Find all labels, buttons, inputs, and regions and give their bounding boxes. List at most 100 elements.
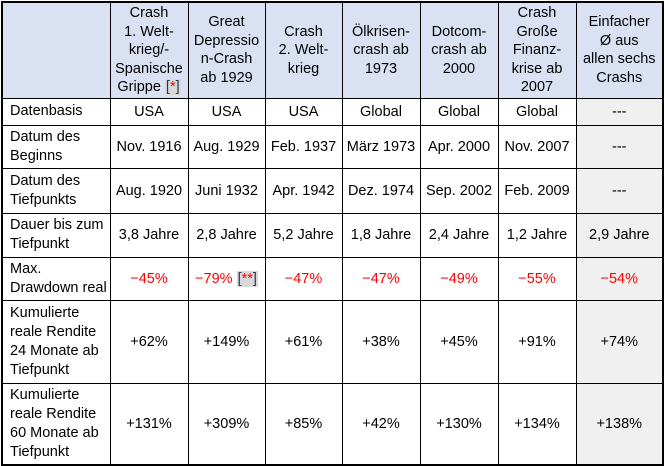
- row-label-line: Kumulierte: [10, 386, 80, 403]
- row-label-line: Beginns: [10, 147, 63, 164]
- row-label-line: Drawdown real: [10, 279, 107, 296]
- data-cell-r7c2: +309%: [187, 382, 266, 465]
- column-header-line: Finanz-: [512, 42, 562, 58]
- row-label-3: Datum des Tiefpunkts: [1, 167, 111, 214]
- row-label-line: Datum des: [10, 128, 81, 145]
- column-header-7: Einfacher Ø aus allen sechs Crashs: [575, 1, 664, 99]
- column-header-5: Dotcom-crash ab 2000: [419, 1, 499, 99]
- data-cell-r3c2: Juni 1932: [187, 167, 266, 214]
- data-cell-r6c5: +45%: [419, 299, 499, 384]
- column-header-line: 2007: [520, 79, 554, 95]
- data-cell-r1c3: USA: [264, 97, 343, 126]
- table-row: Datenbasis USA USA USA Global Global Global ---: [1, 97, 664, 126]
- table-row: Datum des Beginns Nov. 1916 Aug. 1929 Feb. 1…: [1, 124, 664, 169]
- table-row: Kumulierte reale Rendite 60 Monate ab Tiefp…: [1, 382, 664, 465]
- column-header-line: 1. Welt-: [124, 23, 174, 40]
- column-header-line: Ölkrisen-: [351, 23, 410, 40]
- data-cell-r1c5: Global: [419, 97, 499, 126]
- column-header-line: krieg: [287, 60, 320, 77]
- row-label-line: Kumulierte: [10, 304, 80, 321]
- column-header-line: Dotcom-: [431, 23, 487, 40]
- column-header-line: Crash: [284, 23, 323, 40]
- row-label-line: Datum des: [10, 172, 81, 189]
- data-cell-r4c5: 2,4 Jahre: [419, 212, 499, 258]
- data-cell-r7c1: +131%: [109, 382, 189, 465]
- column-header-3: Crash 2. Welt-krieg: [264, 1, 343, 99]
- row-label-line: reale Rendite: [10, 405, 97, 422]
- column-header-line: 1973: [364, 60, 398, 77]
- row-label-line: Tiefpunkts: [10, 191, 77, 208]
- data-cell-r1c1: USA: [109, 97, 189, 126]
- table-row: Datum des Tiefpunkts Aug. 1920 Juni 1932 Apr…: [1, 167, 664, 214]
- data-cell-r7c5: +130%: [419, 382, 499, 465]
- row-label-5: Max. Drawdown real: [1, 256, 111, 301]
- row-label-2: Datum des Beginns: [1, 124, 111, 169]
- data-cell-r7c6: +134%: [497, 382, 577, 465]
- data-cell-r3c5: Sep. 2002: [419, 167, 499, 214]
- row-label-4: Dauer bis zum Tiefpunkt: [1, 212, 111, 258]
- column-header-line: Große: [516, 23, 558, 40]
- data-cell-r6c7: +74%: [575, 299, 664, 384]
- column-header-line: Spanische: [115, 60, 183, 77]
- column-header-1: Crash 1. Welt-krieg/- Spanische Grippe [*]: [109, 1, 189, 99]
- column-header-2: Great Depressio n-Crash ab 1929: [187, 1, 266, 99]
- column-header-4: Ölkrisen-crash ab 1973: [341, 1, 421, 99]
- data-cell-r3c7: ---: [575, 167, 664, 214]
- data-cell-r5c5: −49%: [419, 256, 499, 301]
- footnote-marker: [*]: [164, 79, 181, 95]
- data-cell-r2c4: März 1973: [341, 124, 421, 169]
- column-header-line: Ø aus: [599, 32, 639, 49]
- footnote-marker: [**]: [236, 270, 258, 287]
- data-cell-r4c1: 3,8 Jahre: [109, 212, 189, 258]
- data-cell-r4c2: 2,8 Jahre: [187, 212, 266, 258]
- column-header-line: 2000: [442, 60, 476, 77]
- table-row: Dauer bis zum Tiefpunkt 3,8 Jahre 2,8 Jahre…: [1, 212, 664, 258]
- column-header-line: 2. Welt-: [278, 42, 329, 58]
- column-header-line: n-Crash: [200, 51, 253, 68]
- data-cell-r1c2: USA: [187, 97, 266, 126]
- row-label-line: Datenbasis: [10, 103, 83, 119]
- data-cell-r7c3: +85%: [264, 382, 343, 465]
- data-cell-r3c4: Dez. 1974: [341, 167, 421, 214]
- data-cell-r5c2: −79% [**]: [187, 256, 266, 301]
- data-cell-r3c1: Aug. 1920: [109, 167, 189, 214]
- row-label-line: Tiefpunkt: [10, 236, 70, 252]
- row-label-6: Kumulierte reale Rendite 24 Monate ab Tiefp…: [1, 299, 111, 384]
- column-header-line: Crash: [517, 5, 557, 21]
- data-cell-r5c4: −47%: [341, 256, 421, 301]
- data-cell-r6c6: +91%: [497, 299, 577, 384]
- row-label-7: Kumulierte reale Rendite 60 Monate ab Tiefp…: [1, 382, 111, 465]
- column-header-line: Depressio: [193, 32, 260, 49]
- data-cell-r6c3: +61%: [264, 299, 343, 384]
- data-cell-r7c4: +42%: [341, 382, 421, 465]
- column-header-line: ab 1929: [200, 69, 253, 86]
- data-cell-r2c2: Aug. 1929: [187, 124, 266, 169]
- column-header-line: Crash: [129, 5, 169, 21]
- column-header-line: allen sechs: [582, 51, 656, 68]
- data-cell-r5c1: −45%: [109, 256, 189, 301]
- column-header-6: Crash Große Finanz-krise ab 2007: [497, 1, 577, 99]
- row-label-1: Datenbasis: [1, 97, 111, 126]
- row-label-line: reale Rendite: [10, 323, 97, 340]
- column-header-line: Grippe [*]: [117, 79, 181, 95]
- table-row: Max. Drawdown real −45% −79% [**] −47% −47% −4…: [1, 256, 664, 301]
- row-label-line: Tiefpunkt: [10, 361, 70, 378]
- row-label-line: 60 Monate ab: [10, 424, 99, 441]
- data-cell-r6c1: +62%: [109, 299, 189, 384]
- data-cell-r5c3: −47%: [264, 256, 343, 301]
- row-label-line: Max.: [10, 260, 42, 277]
- row-label-line: Dauer bis zum: [10, 217, 104, 233]
- data-cell-r2c6: Nov. 2007: [497, 124, 577, 169]
- data-cell-r2c3: Feb. 1937: [264, 124, 343, 169]
- data-cell-r1c6: Global: [497, 97, 577, 126]
- data-cell-r4c3: 5,2 Jahre: [264, 212, 343, 258]
- data-cell-r2c5: Apr. 2000: [419, 124, 499, 169]
- column-header-line: Great: [208, 14, 245, 31]
- data-cell-r4c4: 1,8 Jahre: [341, 212, 421, 258]
- data-cell-r7c7: +138%: [575, 382, 664, 465]
- data-cell-r4c7: 2,9 Jahre: [575, 212, 664, 258]
- data-cell-r6c4: +38%: [341, 299, 421, 384]
- column-header-line: krieg/-: [128, 42, 170, 58]
- row-label-line: Tiefpunkt: [10, 443, 70, 460]
